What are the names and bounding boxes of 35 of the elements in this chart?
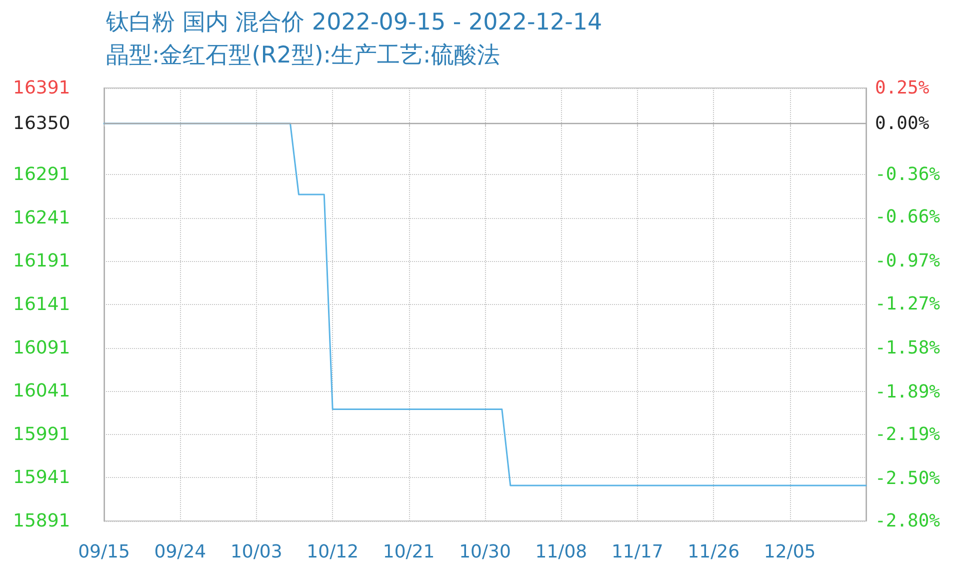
x-tick-label: 11/17: [611, 542, 664, 562]
y-tick-label: 16350: [13, 113, 70, 134]
x-tick-label: 12/05: [764, 542, 816, 562]
y2-tick-label: -1.27%: [875, 293, 940, 314]
y-tick-label: 16391: [13, 78, 70, 98]
line-series: [103, 122, 867, 486]
x-tick-label: 10/03: [230, 542, 282, 562]
y2-tick-label: -2.80%: [875, 510, 940, 532]
y2-tick-label: -1.58%: [875, 337, 940, 358]
y-tick-label: 15941: [13, 467, 70, 488]
x-tick-label: 09/24: [154, 542, 206, 562]
x-tick-label: 10/30: [459, 542, 511, 562]
x-tick-label: 10/12: [306, 542, 359, 562]
y2-tick-label: -0.97%: [875, 250, 940, 272]
y2-tick-label: -2.50%: [875, 468, 940, 489]
x-tick-label: 11/08: [535, 542, 588, 562]
chart-subtitle: 晶型:金红石型(R2型):生产工艺:硫酸法: [106, 42, 500, 68]
y-tick-label: 16191: [13, 250, 70, 272]
x-tick-label: 10/21: [382, 542, 435, 562]
y2-tick-label: -1.89%: [875, 381, 940, 402]
y-tick-label: 16291: [13, 164, 70, 186]
y2-tick-label: -2.19%: [875, 424, 940, 445]
x-tick-label: 11/26: [688, 542, 740, 562]
y-tick-label: 16041: [13, 380, 70, 402]
chart-title: 钛白粉 国内 混合价 2022-09-15 - 2022-12-14: [105, 10, 602, 36]
y-tick-label: 15891: [13, 510, 70, 532]
y2-tick-label: 0.00%: [875, 112, 930, 134]
y2-tick-label: 0.25%: [875, 78, 930, 98]
y-tick-label: 16091: [13, 337, 70, 358]
y-tick-label: 16241: [13, 207, 70, 228]
y2-tick-label: -0.36%: [875, 164, 940, 186]
x-tick-label: 09/15: [78, 542, 130, 562]
y2-tick-label: -0.66%: [875, 206, 940, 228]
y-tick-label: 16141: [13, 294, 70, 315]
y-tick-label: 15991: [13, 424, 70, 445]
